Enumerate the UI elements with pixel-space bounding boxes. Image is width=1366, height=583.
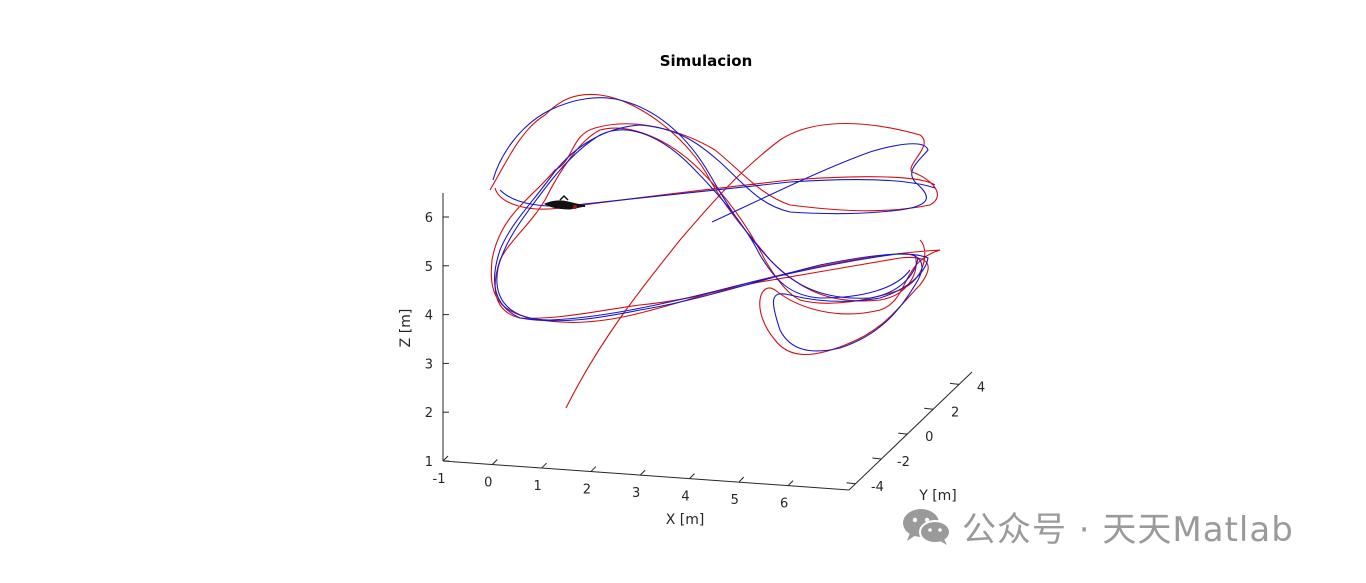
x-tick-label: 6 xyxy=(780,497,788,512)
watermark: 公众号 · 天天Matlab xyxy=(900,502,1294,550)
x-axis-label: X [m] xyxy=(666,512,705,528)
x-tick-mark xyxy=(639,469,646,476)
watermark-text: 公众号 · 天天Matlab xyxy=(962,509,1294,550)
y-axis-label: Y [m] xyxy=(918,488,957,504)
y-tick-label: 0 xyxy=(925,430,933,445)
y-tick-mark xyxy=(846,482,856,485)
z-tick-label: 3 xyxy=(425,357,433,372)
x-axis-line xyxy=(442,460,850,491)
x-axis-ticks: -1 0 1 2 3 4 5 6 xyxy=(433,455,794,512)
x-tick-label: 3 xyxy=(632,486,640,501)
y-tick-mark xyxy=(898,432,908,435)
x-tick-label: 1 xyxy=(533,479,541,494)
z-tick-label: 5 xyxy=(425,260,433,275)
x-tick-label: 5 xyxy=(731,493,739,508)
x-tick-mark xyxy=(738,476,745,483)
y-axis-ticks: -4 -2 0 2 4 xyxy=(846,380,985,495)
x-tick-mark xyxy=(590,466,597,472)
z-tick-label: 2 xyxy=(425,406,433,421)
y-tick-label: -2 xyxy=(897,455,910,470)
y-tick-mark xyxy=(924,407,934,410)
axes-frame xyxy=(442,193,973,491)
reference-trajectory-red xyxy=(489,93,941,409)
y-tick-mark xyxy=(949,382,960,385)
x-tick-mark xyxy=(541,462,547,469)
x-tick-mark xyxy=(689,473,695,479)
y-tick-mark xyxy=(872,457,882,460)
y-tick-label: -4 xyxy=(871,480,884,495)
z-axis-ticks: 1 2 3 4 5 6 xyxy=(425,211,449,470)
z-tick-label: 6 xyxy=(425,211,433,226)
z-axis-label: Z [m] xyxy=(398,309,414,348)
y-tick-label: 2 xyxy=(951,405,959,420)
quadrotor-marker xyxy=(543,194,586,210)
wechat-icon xyxy=(903,509,951,545)
x-tick-mark xyxy=(442,455,449,462)
x-tick-label: -1 xyxy=(433,472,446,487)
z-tick-label: 4 xyxy=(425,309,433,324)
actual-trajectory-blue xyxy=(492,97,936,352)
x-tick-label: 0 xyxy=(484,476,492,491)
x-tick-label: 4 xyxy=(681,490,689,505)
x-tick-mark xyxy=(787,480,794,487)
x-tick-mark xyxy=(491,459,498,465)
y-axis-line xyxy=(848,371,973,491)
y-tick-label: 4 xyxy=(977,380,985,395)
z-tick-label: 1 xyxy=(425,455,433,470)
chart-title: Simulacion xyxy=(660,52,753,70)
x-tick-label: 2 xyxy=(583,483,591,498)
